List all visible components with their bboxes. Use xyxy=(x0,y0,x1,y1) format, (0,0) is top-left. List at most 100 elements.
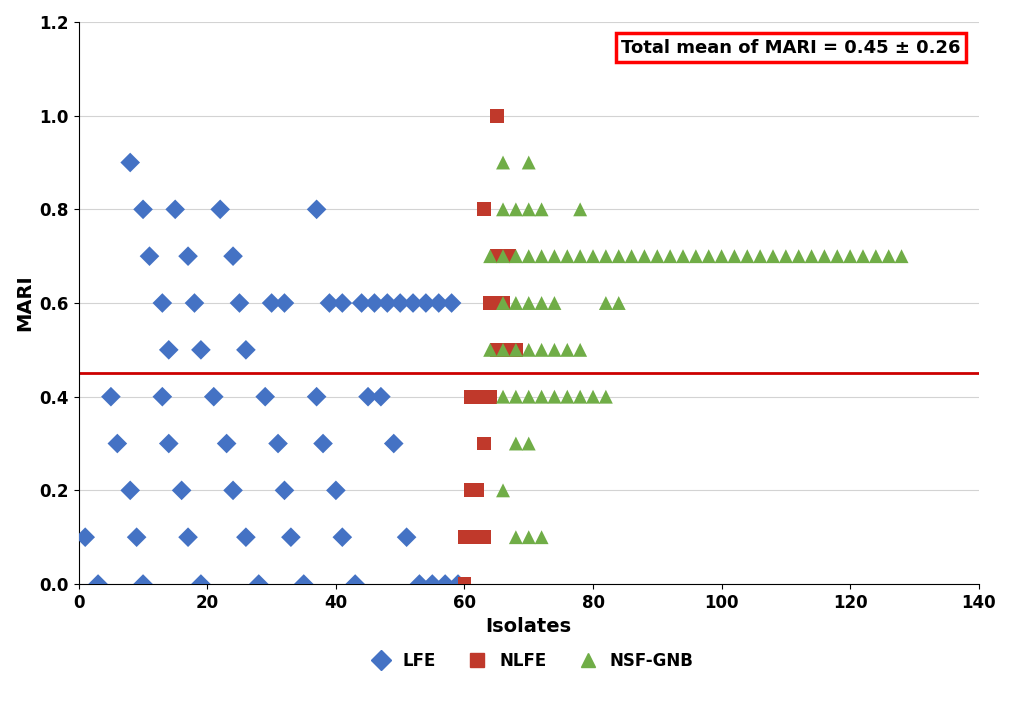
LFE xyxy=(193,578,209,590)
NLFE xyxy=(469,391,485,403)
NSF-GNB xyxy=(521,157,537,168)
NSF-GNB xyxy=(842,250,858,262)
NSF-GNB xyxy=(534,531,550,543)
NSF-GNB xyxy=(508,344,524,356)
NSF-GNB xyxy=(495,297,512,309)
LFE xyxy=(270,438,286,449)
NSF-GNB xyxy=(521,250,537,262)
LFE xyxy=(373,391,389,403)
LFE xyxy=(122,485,139,496)
LFE xyxy=(405,297,422,309)
NSF-GNB xyxy=(572,344,588,356)
NSF-GNB xyxy=(881,250,897,262)
NLFE xyxy=(463,391,479,403)
NSF-GNB xyxy=(495,204,512,215)
NSF-GNB xyxy=(508,250,524,262)
LFE xyxy=(142,250,158,262)
LFE xyxy=(276,297,292,309)
NLFE xyxy=(475,204,491,215)
NSF-GNB xyxy=(624,250,640,262)
LFE xyxy=(212,204,228,215)
NSF-GNB xyxy=(598,391,614,403)
NSF-GNB xyxy=(534,250,550,262)
NSF-GNB xyxy=(777,250,794,262)
NSF-GNB xyxy=(559,250,575,262)
NSF-GNB xyxy=(649,250,665,262)
NSF-GNB xyxy=(546,250,562,262)
NLFE xyxy=(463,531,479,543)
LFE xyxy=(379,297,395,309)
NSF-GNB xyxy=(546,344,562,356)
NSF-GNB xyxy=(495,391,512,403)
Legend: LFE, NLFE, NSF-GNB: LFE, NLFE, NSF-GNB xyxy=(357,646,701,677)
NSF-GNB xyxy=(508,391,524,403)
LFE xyxy=(167,204,183,215)
NSF-GNB xyxy=(816,250,832,262)
LFE xyxy=(180,250,196,262)
LFE xyxy=(431,297,447,309)
LFE xyxy=(328,485,344,496)
NSF-GNB xyxy=(521,531,537,543)
NLFE xyxy=(495,250,512,262)
NSF-GNB xyxy=(598,297,614,309)
LFE xyxy=(315,438,332,449)
NSF-GNB xyxy=(662,250,678,262)
LFE xyxy=(335,297,351,309)
NLFE xyxy=(469,485,485,496)
NSF-GNB xyxy=(521,344,537,356)
NLFE xyxy=(456,531,472,543)
LFE xyxy=(238,344,254,356)
NSF-GNB xyxy=(495,250,512,262)
NSF-GNB xyxy=(495,157,512,168)
LFE xyxy=(347,578,363,590)
LFE xyxy=(180,531,196,543)
LFE xyxy=(366,297,382,309)
NSF-GNB xyxy=(534,297,550,309)
NLFE xyxy=(488,250,504,262)
LFE xyxy=(385,438,401,449)
X-axis label: Isolates: Isolates xyxy=(485,617,572,636)
NSF-GNB xyxy=(687,250,704,262)
NSF-GNB xyxy=(495,344,512,356)
NSF-GNB xyxy=(559,391,575,403)
NSF-GNB xyxy=(534,391,550,403)
NSF-GNB xyxy=(598,250,614,262)
LFE xyxy=(232,297,248,309)
NSF-GNB xyxy=(765,250,782,262)
NSF-GNB xyxy=(867,250,884,262)
LFE xyxy=(295,578,311,590)
NSF-GNB xyxy=(521,391,537,403)
LFE xyxy=(392,297,408,309)
LFE xyxy=(161,344,177,356)
NSF-GNB xyxy=(585,250,602,262)
Y-axis label: MARI: MARI xyxy=(15,274,34,331)
LFE xyxy=(437,578,453,590)
LFE xyxy=(283,531,299,543)
NSF-GNB xyxy=(521,297,537,309)
NSF-GNB xyxy=(791,250,807,262)
LFE xyxy=(161,438,177,449)
LFE xyxy=(77,531,93,543)
NSF-GNB xyxy=(894,250,910,262)
NLFE xyxy=(508,344,524,356)
LFE xyxy=(103,391,119,403)
LFE xyxy=(354,297,370,309)
NLFE xyxy=(488,297,504,309)
Text: Total mean of MARI = 0.45 ± 0.26: Total mean of MARI = 0.45 ± 0.26 xyxy=(621,39,960,57)
LFE xyxy=(321,297,338,309)
LFE xyxy=(411,578,428,590)
LFE xyxy=(135,578,152,590)
LFE xyxy=(193,344,209,356)
LFE xyxy=(155,297,171,309)
NLFE xyxy=(495,297,512,309)
NSF-GNB xyxy=(675,250,692,262)
NSF-GNB xyxy=(752,250,768,262)
LFE xyxy=(218,438,235,449)
LFE xyxy=(225,250,242,262)
NSF-GNB xyxy=(611,250,627,262)
LFE xyxy=(418,297,434,309)
NLFE xyxy=(488,110,504,122)
LFE xyxy=(186,297,202,309)
NLFE xyxy=(501,250,518,262)
LFE xyxy=(257,391,273,403)
